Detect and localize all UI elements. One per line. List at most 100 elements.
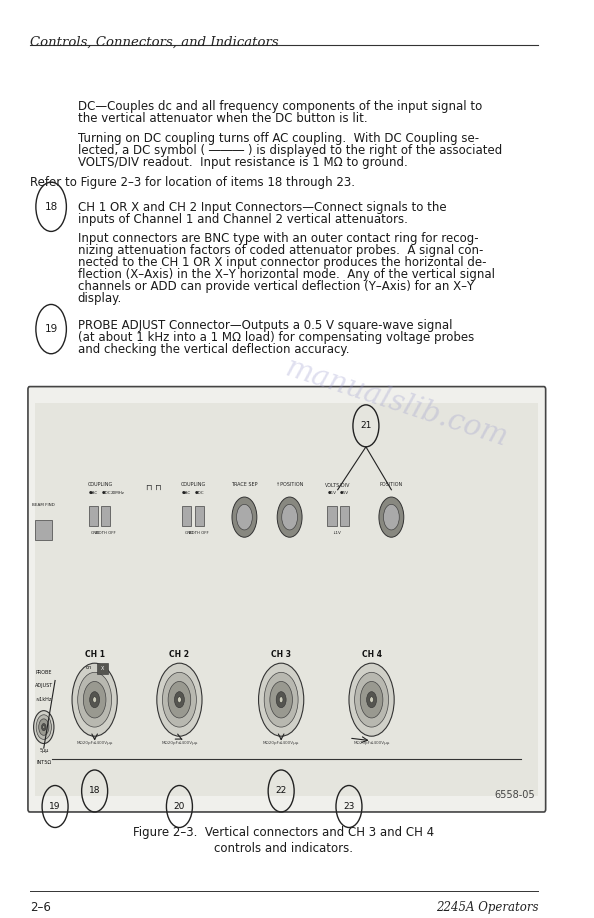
Circle shape <box>168 681 191 718</box>
Text: on: on <box>86 666 92 670</box>
Circle shape <box>379 497 404 537</box>
Text: VOLTS/DIV readout.  Input resistance is 1 MΩ to ground.: VOLTS/DIV readout. Input resistance is 1… <box>78 156 407 169</box>
Bar <box>340 506 349 526</box>
Text: 20MHz: 20MHz <box>110 491 124 496</box>
Circle shape <box>36 715 52 739</box>
Text: 18: 18 <box>45 202 58 212</box>
Text: GND: GND <box>184 531 194 534</box>
Text: 21: 21 <box>360 421 372 431</box>
Circle shape <box>39 719 49 735</box>
Bar <box>327 506 337 526</box>
Text: 19: 19 <box>45 324 58 334</box>
Text: ADJUST: ADJUST <box>34 683 53 688</box>
Text: 5μμ: 5μμ <box>39 748 49 753</box>
Circle shape <box>258 663 304 736</box>
Circle shape <box>276 691 286 708</box>
Text: 2–6: 2–6 <box>30 901 50 913</box>
Text: 2245A Operators: 2245A Operators <box>436 901 538 913</box>
Bar <box>182 506 191 526</box>
Circle shape <box>78 672 112 727</box>
Text: manualslib.com: manualslib.com <box>282 353 512 453</box>
Text: 23: 23 <box>343 802 355 811</box>
Text: 18: 18 <box>89 787 100 796</box>
Text: and checking the vertical deflection accuracy.: and checking the vertical deflection acc… <box>78 342 349 356</box>
Text: ↑POSITION: ↑POSITION <box>276 483 304 487</box>
Circle shape <box>279 697 283 702</box>
Circle shape <box>175 691 184 708</box>
Text: PROBE: PROBE <box>36 669 52 675</box>
Circle shape <box>178 697 181 702</box>
Circle shape <box>277 497 302 537</box>
Bar <box>89 506 98 526</box>
Text: BOTH OFF: BOTH OFF <box>189 531 209 534</box>
Text: ●DC: ●DC <box>102 491 111 496</box>
Text: DC—Couples dc and all frequency components of the input signal to: DC—Couples dc and all frequency componen… <box>78 100 482 113</box>
Circle shape <box>355 672 388 727</box>
Circle shape <box>232 497 257 537</box>
Circle shape <box>361 681 383 718</box>
Text: CH 4: CH 4 <box>362 650 381 658</box>
Text: 20: 20 <box>173 802 185 811</box>
Text: COUPLING: COUPLING <box>181 483 206 487</box>
Circle shape <box>270 681 292 718</box>
Text: PROBE ADJUST Connector—Outputs a 0.5 V square-wave signal: PROBE ADJUST Connector—Outputs a 0.5 V s… <box>78 319 452 332</box>
Text: ↓1V: ↓1V <box>332 531 341 534</box>
Text: MΩ20pF≤400Vμμ: MΩ20pF≤400Vμμ <box>353 741 390 744</box>
Text: CH 2: CH 2 <box>169 650 189 658</box>
Circle shape <box>157 663 202 736</box>
Text: BEAM FIND: BEAM FIND <box>33 503 55 508</box>
Text: TRACE SEP: TRACE SEP <box>231 483 258 487</box>
Circle shape <box>236 504 252 530</box>
Circle shape <box>90 691 100 708</box>
Bar <box>102 506 110 526</box>
Circle shape <box>370 697 374 702</box>
Circle shape <box>264 672 298 727</box>
Text: X: X <box>101 666 104 671</box>
Circle shape <box>72 663 117 736</box>
Circle shape <box>366 691 377 708</box>
Text: 6558-05: 6558-05 <box>495 790 535 800</box>
Circle shape <box>384 504 399 530</box>
Circle shape <box>163 672 197 727</box>
Bar <box>97 663 108 674</box>
Circle shape <box>282 504 298 530</box>
Text: the vertical attenuator when the DC button is lit.: the vertical attenuator when the DC butt… <box>78 112 367 125</box>
Text: nected to the CH 1 OR X input connector produces the horizontal de-: nected to the CH 1 OR X input connector … <box>78 256 486 269</box>
Text: ⊓ ⊓: ⊓ ⊓ <box>146 483 162 492</box>
Text: controls and indicators.: controls and indicators. <box>214 842 353 855</box>
Text: 22: 22 <box>276 787 287 796</box>
Text: MΩ20pF≤400Vμμ: MΩ20pF≤400Vμμ <box>77 741 113 744</box>
Bar <box>195 506 204 526</box>
Circle shape <box>93 697 96 702</box>
Text: COUPLING: COUPLING <box>88 483 113 487</box>
Text: MΩ20pF≤400Vμμ: MΩ20pF≤400Vμμ <box>161 741 198 744</box>
Bar <box>35 520 52 540</box>
Bar <box>35 403 538 796</box>
Text: CH 1 OR X and CH 2 Input Connectors—Connect signals to the: CH 1 OR X and CH 2 Input Connectors—Conn… <box>78 201 446 214</box>
Text: 19: 19 <box>49 802 61 811</box>
Text: BOTH OFF: BOTH OFF <box>96 531 116 534</box>
Text: Refer to Figure 2–3 for location of items 18 through 23.: Refer to Figure 2–3 for location of item… <box>30 175 355 189</box>
Text: CH 1: CH 1 <box>84 650 105 658</box>
Text: flection (X–Axis) in the X–Y horizontal mode.  Any of the vertical signal: flection (X–Axis) in the X–Y horizontal … <box>78 268 495 281</box>
Text: Input connectors are BNC type with an outer contact ring for recog-: Input connectors are BNC type with an ou… <box>78 232 478 245</box>
Circle shape <box>349 663 394 736</box>
Text: INT5Ω: INT5Ω <box>36 760 51 765</box>
Text: display.: display. <box>78 292 122 305</box>
Circle shape <box>42 723 46 731</box>
Text: GND: GND <box>91 531 100 534</box>
Circle shape <box>43 726 45 728</box>
Text: channels or ADD can provide vertical deflection (Y–Axis) for an X–Y: channels or ADD can provide vertical def… <box>78 280 474 293</box>
Text: ●AC: ●AC <box>89 491 98 496</box>
Text: Figure 2–3.  Vertical connectors and CH 3 and CH 4: Figure 2–3. Vertical connectors and CH 3… <box>134 825 435 839</box>
Circle shape <box>34 711 54 744</box>
Text: ≈1kHz: ≈1kHz <box>36 697 52 702</box>
Text: lected, a DC symbol ( ――― ) is displayed to the right of the associated: lected, a DC symbol ( ――― ) is displayed… <box>78 144 502 157</box>
Text: nizing attenuation factors of coded attenuator probes.  A signal con-: nizing attenuation factors of coded atte… <box>78 244 483 257</box>
Text: inputs of Channel 1 and Channel 2 vertical attenuators.: inputs of Channel 1 and Channel 2 vertic… <box>78 213 407 226</box>
Text: ●DC: ●DC <box>195 491 204 496</box>
Text: POSITION: POSITION <box>380 483 403 487</box>
Text: Turning on DC coupling turns off AC coupling.  With DC Coupling se-: Turning on DC coupling turns off AC coup… <box>78 132 479 145</box>
FancyBboxPatch shape <box>28 386 546 812</box>
Text: Controls, Connectors, and Indicators: Controls, Connectors, and Indicators <box>30 36 278 49</box>
